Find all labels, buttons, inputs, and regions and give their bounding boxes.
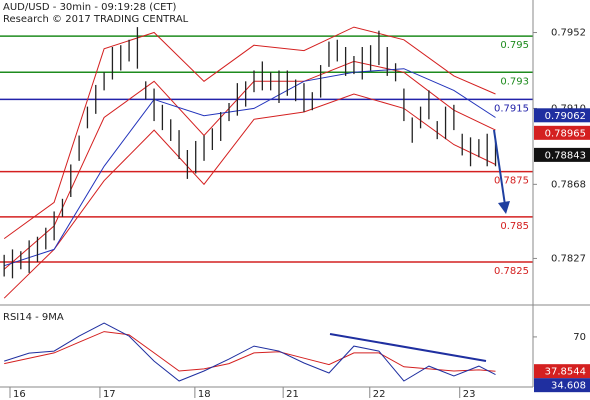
y-tick-label: 0.7868 bbox=[551, 179, 586, 190]
level-label: 0.7915 bbox=[494, 103, 529, 114]
x-tick-label: 17 bbox=[103, 389, 116, 400]
overlay-line bbox=[3, 26, 496, 240]
x-tick-label: 16 bbox=[13, 389, 26, 400]
rsi-trendline bbox=[329, 333, 487, 362]
forecast-arrow bbox=[493, 129, 506, 206]
price-box bbox=[534, 125, 590, 140]
chart-title: AUD/USD - 30min - 09:19:28 (CET) bbox=[3, 2, 177, 13]
overlay-line bbox=[4, 68, 496, 267]
rsi-line bbox=[4, 322, 496, 382]
level-label: 0.7825 bbox=[494, 266, 529, 277]
forecast-arrowhead bbox=[498, 201, 510, 214]
level-label: 0.793 bbox=[500, 76, 529, 87]
x-tick-label: 21 bbox=[286, 389, 299, 400]
level-label: 0.7875 bbox=[494, 176, 529, 187]
x-tick-label: 22 bbox=[373, 389, 386, 400]
price-box bbox=[534, 147, 590, 162]
rsi-line bbox=[4, 331, 496, 372]
layers: 0.79520.79100.78680.78270.7950.7930.7915… bbox=[0, 26, 590, 400]
y-tick-label: 70 bbox=[573, 332, 586, 343]
y-tick-label: 0.7952 bbox=[551, 28, 586, 39]
level-label: 0.795 bbox=[500, 40, 529, 51]
price-box-label: 0.79062 bbox=[545, 111, 586, 122]
rsi-title: RSI14 - 9MA bbox=[3, 312, 64, 323]
y-tick-label: 0.7827 bbox=[551, 253, 586, 264]
x-tick-label: 23 bbox=[463, 389, 476, 400]
price-box bbox=[534, 364, 590, 379]
price-box-label: 0.78843 bbox=[545, 150, 586, 161]
x-tick-label: 18 bbox=[198, 389, 211, 400]
price-box bbox=[534, 378, 590, 393]
price-box-label: 0.78965 bbox=[545, 128, 586, 139]
price-box-label: 37.8544 bbox=[545, 367, 586, 378]
level-label: 0.785 bbox=[500, 221, 529, 232]
price-box-label: 34.608 bbox=[551, 381, 586, 392]
price-box bbox=[534, 108, 590, 123]
chart-subtitle: Research © 2017 TRADING CENTRAL bbox=[3, 14, 189, 25]
